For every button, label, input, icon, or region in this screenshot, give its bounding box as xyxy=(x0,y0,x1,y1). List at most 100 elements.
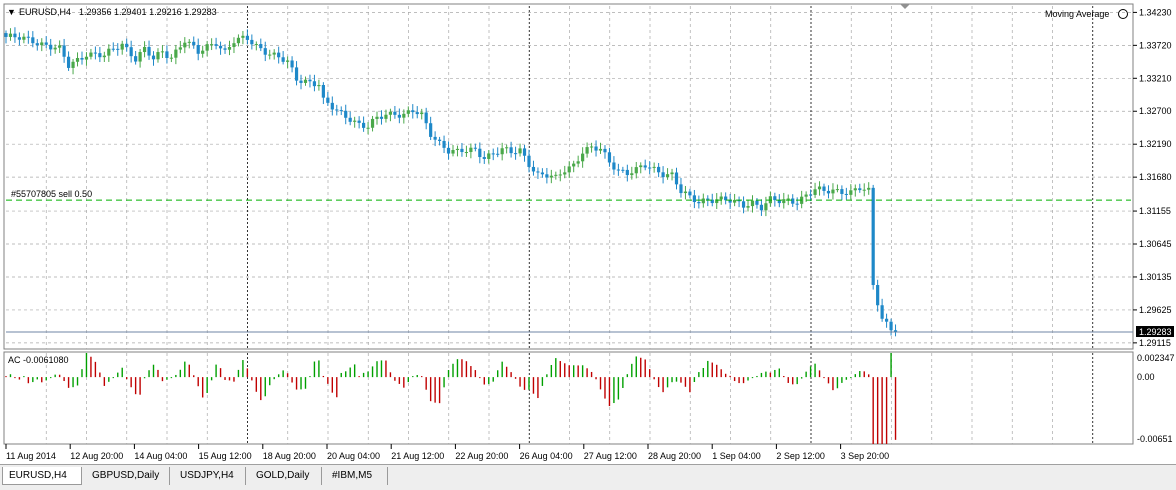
candle xyxy=(849,184,853,200)
candle xyxy=(822,183,826,196)
candle xyxy=(518,143,522,157)
candle xyxy=(348,111,352,126)
menu-marker-icon[interactable]: ▼ xyxy=(7,7,16,17)
candle-body xyxy=(880,305,884,319)
candle xyxy=(549,169,553,184)
candle-body xyxy=(893,330,898,333)
candle-body xyxy=(741,201,746,208)
candle-body xyxy=(187,41,191,43)
candle-body xyxy=(268,54,272,56)
candle-body xyxy=(312,81,317,87)
candle xyxy=(290,56,294,73)
candle-body xyxy=(612,162,616,170)
candle xyxy=(598,142,603,154)
candle-body xyxy=(241,35,245,38)
candle-body xyxy=(522,148,527,156)
candle-body xyxy=(259,44,263,49)
candle xyxy=(89,48,93,60)
candle xyxy=(174,44,178,65)
candle-body xyxy=(89,52,93,57)
candle-body xyxy=(397,114,401,118)
candle xyxy=(40,38,44,52)
candle xyxy=(151,51,156,66)
ac-histogram xyxy=(5,353,897,444)
candle xyxy=(840,185,844,201)
candle xyxy=(71,58,75,75)
candle-body xyxy=(84,56,89,60)
candle xyxy=(674,167,679,190)
candle xyxy=(750,195,755,213)
tab-ibm-m5[interactable]: #IBM,M5 xyxy=(326,467,388,485)
candle-body xyxy=(536,171,540,173)
candle xyxy=(120,40,124,55)
candle xyxy=(424,107,428,130)
candle-body xyxy=(335,109,339,111)
indicator-settings-icon[interactable] xyxy=(1118,9,1128,19)
candle xyxy=(259,38,263,52)
tab-gold-daily[interactable]: GOLD,Daily xyxy=(250,467,322,485)
candle xyxy=(433,131,437,147)
candle-body xyxy=(643,165,647,168)
tab-usdjpy-h4[interactable]: USDJPY,H4 xyxy=(174,467,246,485)
candle-body xyxy=(558,174,562,176)
candle xyxy=(210,38,214,51)
candle xyxy=(402,109,406,124)
candle xyxy=(576,155,580,168)
candle-body xyxy=(111,48,115,50)
candle-body xyxy=(196,45,200,54)
candle xyxy=(223,44,227,54)
candle xyxy=(384,109,388,123)
candle xyxy=(683,185,688,200)
candle-body xyxy=(294,67,299,81)
candle xyxy=(111,42,115,52)
candle-body xyxy=(496,153,500,155)
candle-body xyxy=(205,44,209,51)
chart-shift-marker-icon[interactable] xyxy=(900,4,910,9)
candle xyxy=(893,324,898,337)
candle-body xyxy=(728,200,732,203)
candle xyxy=(545,167,549,184)
candle-body xyxy=(697,202,701,204)
candle xyxy=(268,49,272,60)
candle-body xyxy=(174,49,178,58)
tab-eurusd-h4[interactable]: EURUSD,H4 xyxy=(2,467,82,485)
candle-body xyxy=(661,172,665,178)
candle-body xyxy=(835,189,840,191)
candle-body xyxy=(862,189,866,191)
candle-body xyxy=(563,172,567,175)
time-axis-label: 11 Aug 2014 xyxy=(6,451,56,461)
indicator-label[interactable]: Moving Average xyxy=(1045,9,1109,19)
chart-symbol: EURUSD,H4 xyxy=(19,7,71,17)
candle xyxy=(80,51,84,65)
candle xyxy=(183,37,187,54)
tab-gbpusd-daily[interactable]: GBPUSD,Daily xyxy=(86,467,170,485)
candle-body xyxy=(876,285,880,306)
candle-body xyxy=(567,166,571,173)
candle xyxy=(263,41,267,62)
time-axis-label: 27 Aug 12:00 xyxy=(584,451,637,461)
candle-body xyxy=(455,148,460,151)
candle-body xyxy=(844,193,848,195)
candle-body xyxy=(460,148,464,153)
candle xyxy=(187,39,191,49)
candle xyxy=(62,38,66,63)
candle xyxy=(724,192,728,205)
chart-area[interactable]: ▼ EURUSD,H4 1.29356 1.29401 1.29216 1.29… xyxy=(0,0,1176,464)
candle xyxy=(625,164,629,182)
candle xyxy=(701,193,705,208)
candle-body xyxy=(299,80,303,83)
candle-body xyxy=(93,52,97,54)
chart-ohlc: 1.29356 1.29401 1.29216 1.29283 xyxy=(79,7,217,17)
candle-body xyxy=(746,206,750,208)
candle xyxy=(813,182,817,198)
candle xyxy=(370,115,375,132)
candle-body xyxy=(98,53,102,58)
time-axis: 11 Aug 2014 12 Aug 20:00 14 Aug 04:00 15 Au… xyxy=(5,444,889,461)
candle xyxy=(496,147,500,158)
candle-body xyxy=(657,166,661,173)
candle xyxy=(567,161,571,179)
candle-body xyxy=(786,198,790,200)
candle xyxy=(844,187,848,200)
price-axis: 1.34230 1.33720 1.33210 1.32700 1.32190 1.316… xyxy=(1133,7,1172,348)
candle xyxy=(487,150,491,164)
